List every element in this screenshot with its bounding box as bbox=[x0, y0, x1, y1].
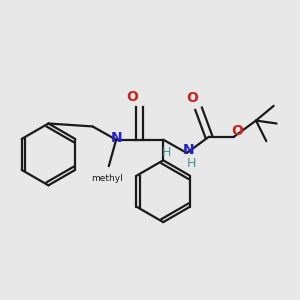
Text: O: O bbox=[126, 90, 138, 104]
Text: H: H bbox=[161, 146, 171, 159]
Text: O: O bbox=[231, 124, 243, 138]
Text: methyl: methyl bbox=[92, 174, 123, 183]
Text: N: N bbox=[182, 143, 194, 157]
Text: O: O bbox=[186, 91, 198, 105]
Text: N: N bbox=[110, 131, 122, 145]
Text: H: H bbox=[187, 157, 196, 170]
